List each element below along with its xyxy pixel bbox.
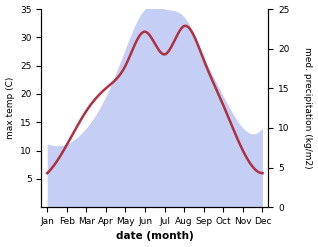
Y-axis label: max temp (C): max temp (C) <box>5 77 15 139</box>
X-axis label: date (month): date (month) <box>116 231 194 242</box>
Y-axis label: med. precipitation (kg/m2): med. precipitation (kg/m2) <box>303 47 313 169</box>
